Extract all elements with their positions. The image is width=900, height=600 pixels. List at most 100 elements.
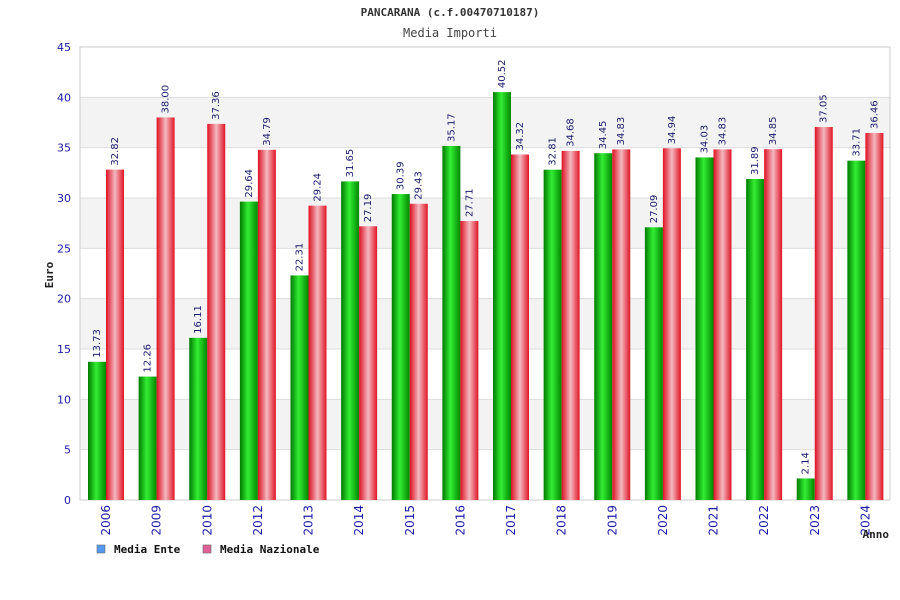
bar-media-nazionale [561, 150, 580, 500]
data-label: 36.46 [869, 100, 880, 129]
data-label: 2.14 [801, 452, 812, 474]
data-label: 34.85 [768, 117, 779, 146]
data-label: 34.79 [262, 117, 273, 146]
bar-media-nazionale [308, 205, 327, 500]
y-tick-label: 40 [57, 91, 71, 104]
x-tick-label: 2023 [808, 505, 822, 536]
bar-media-nazionale [814, 127, 833, 500]
y-tick-label: 35 [57, 142, 71, 155]
x-tick-label: 2009 [150, 505, 164, 536]
bar-media-nazionale [662, 148, 681, 500]
bar-media-nazionale [511, 154, 529, 500]
y-tick-label: 0 [64, 494, 71, 507]
data-label: 37.36 [211, 91, 222, 120]
y-tick-label: 30 [57, 192, 71, 205]
data-labels: 13.73 32.82 12.26 38.00 16.11 37.36 29.64 34.79… [92, 59, 880, 474]
chart-subtitle: Media Importi [403, 26, 497, 40]
x-tick-label: 2024 [858, 505, 872, 536]
data-label: 34.94 [667, 116, 678, 145]
data-label: 32.81 [548, 137, 559, 166]
data-label: 34.03 [700, 125, 711, 154]
data-label: 27.19 [363, 194, 374, 223]
bar-media-ente [189, 337, 208, 500]
bar-media-ente [239, 201, 258, 500]
grid-band [80, 47, 890, 98]
bar-media-ente [695, 157, 714, 500]
data-label: 29.43 [414, 171, 425, 200]
data-label: 34.83 [616, 117, 627, 146]
data-label: 32.82 [110, 137, 121, 166]
x-tick-label: 2014 [352, 505, 366, 536]
bar-media-nazionale [207, 123, 226, 500]
x-tick-label: 2017 [504, 505, 518, 536]
bar-media-nazionale [409, 203, 428, 500]
x-tick-label: 2021 [707, 505, 721, 536]
data-label: 35.17 [446, 113, 457, 142]
data-label: 12.26 [143, 344, 154, 373]
data-label: 31.89 [750, 146, 761, 175]
y-tick-label: 20 [57, 293, 71, 306]
bar-media-ente [847, 160, 866, 501]
legend: Media Ente Media Nazionale [96, 543, 320, 556]
data-label: 38.00 [161, 85, 172, 114]
x-tick-label: 2020 [656, 505, 670, 536]
bar-media-ente [391, 194, 410, 500]
y-tick-label: 5 [64, 444, 71, 457]
bar-media-nazionale [865, 132, 884, 500]
bar-media-ente [442, 145, 461, 501]
legend-label: Media Ente [114, 543, 181, 556]
data-label: 22.31 [295, 243, 306, 272]
y-tick-label: 25 [57, 242, 71, 255]
bar-media-nazionale [106, 169, 124, 500]
bar-media-nazionale [460, 221, 479, 500]
x-axis-label: Anno [863, 528, 890, 541]
bars [88, 92, 884, 501]
x-axis: 2006 2009 2010 2012 2013 2014 2015 2016 2017 2018… [99, 505, 872, 536]
bar-media-ente [796, 478, 815, 500]
data-label: 30.39 [396, 161, 407, 190]
data-label: 29.64 [244, 169, 255, 198]
x-tick-label: 2013 [302, 505, 316, 536]
bar-media-nazionale [156, 117, 175, 500]
y-axis: 0 5 10 15 20 25 30 35 40 45 [57, 41, 71, 507]
bar-media-nazionale [257, 149, 276, 500]
x-tick-label: 2015 [403, 505, 417, 536]
data-label: 27.71 [464, 188, 475, 217]
data-label: 27.09 [649, 195, 660, 224]
data-label: 13.73 [92, 329, 103, 358]
bar-media-nazionale [612, 149, 631, 501]
bar-media-ente [644, 227, 663, 500]
data-label: 16.11 [193, 305, 204, 334]
data-label: 34.68 [566, 118, 577, 147]
data-label: 34.83 [718, 117, 729, 146]
chart-title: PANCARANA (c.f.00470710187) [361, 6, 540, 19]
bar-media-ente [88, 361, 106, 500]
bar-media-nazionale [713, 149, 732, 501]
x-tick-label: 2006 [99, 505, 113, 536]
bar-media-nazionale [359, 226, 378, 500]
bar-media-ente [493, 92, 511, 500]
legend-swatch [202, 544, 212, 554]
data-label: 33.71 [851, 128, 862, 157]
legend-swatch [96, 544, 106, 554]
data-label: 40.52 [497, 59, 508, 88]
y-tick-label: 15 [57, 343, 71, 356]
y-tick-label: 10 [57, 393, 71, 406]
bar-media-ente [138, 376, 157, 500]
legend-label: Media Nazionale [220, 543, 320, 556]
bar-media-ente [341, 181, 360, 500]
bar-media-ente [290, 275, 309, 500]
y-tick-label: 45 [57, 41, 71, 54]
bar-media-ente [543, 169, 562, 501]
bar-media-nazionale [764, 149, 783, 500]
data-label: 31.65 [345, 149, 356, 178]
bar-media-ente [594, 153, 613, 500]
bar-media-ente [746, 178, 765, 500]
x-tick-label: 2019 [605, 505, 619, 536]
y-axis-label: Euro [43, 261, 56, 288]
data-label: 34.45 [598, 121, 609, 150]
x-tick-label: 2012 [251, 505, 265, 536]
plot-border [79, 46, 891, 501]
x-tick-label: 2010 [200, 505, 214, 536]
